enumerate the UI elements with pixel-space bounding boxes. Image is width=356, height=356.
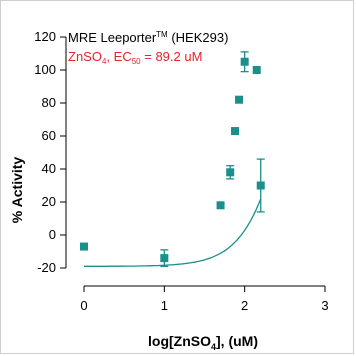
y-tick-label: -20	[37, 260, 56, 275]
y-tick-label: 100	[34, 62, 56, 77]
y-axis-title: % Activity	[9, 157, 25, 224]
y-tick-label: 20	[42, 194, 56, 209]
y-tick-label: 80	[42, 95, 56, 110]
y-tick-label: 60	[42, 128, 56, 143]
data-point	[240, 57, 249, 66]
data-point	[231, 127, 240, 136]
x-tick-label: 3	[321, 298, 328, 313]
data-point	[252, 66, 261, 74]
x-tick-label: 0	[80, 298, 87, 313]
x-tick-label: 2	[241, 298, 248, 313]
y-tick-label: 40	[42, 161, 56, 176]
data-point	[216, 201, 225, 210]
data-point	[226, 168, 235, 177]
axes: -20 0 20 40 60 80 100 120 0 1 2 3	[34, 29, 328, 313]
fit-curve	[84, 198, 262, 267]
y-tick-label: 0	[49, 227, 56, 242]
data-point	[80, 242, 88, 251]
fit-curve-group	[84, 198, 262, 267]
data-point	[235, 95, 244, 104]
data-point	[256, 181, 265, 190]
x-tick-label: 1	[161, 298, 168, 313]
legend-series-label: ZnSO4, EC50 = 89.2 uM	[68, 49, 202, 66]
y-tick-label: 120	[34, 29, 56, 44]
legend-title: MRE LeeporterTM (HEK293)	[68, 30, 228, 45]
data-point	[160, 254, 169, 263]
data-points	[80, 51, 265, 268]
x-axis-title: log[ZnSO4], (uM)	[148, 333, 258, 352]
